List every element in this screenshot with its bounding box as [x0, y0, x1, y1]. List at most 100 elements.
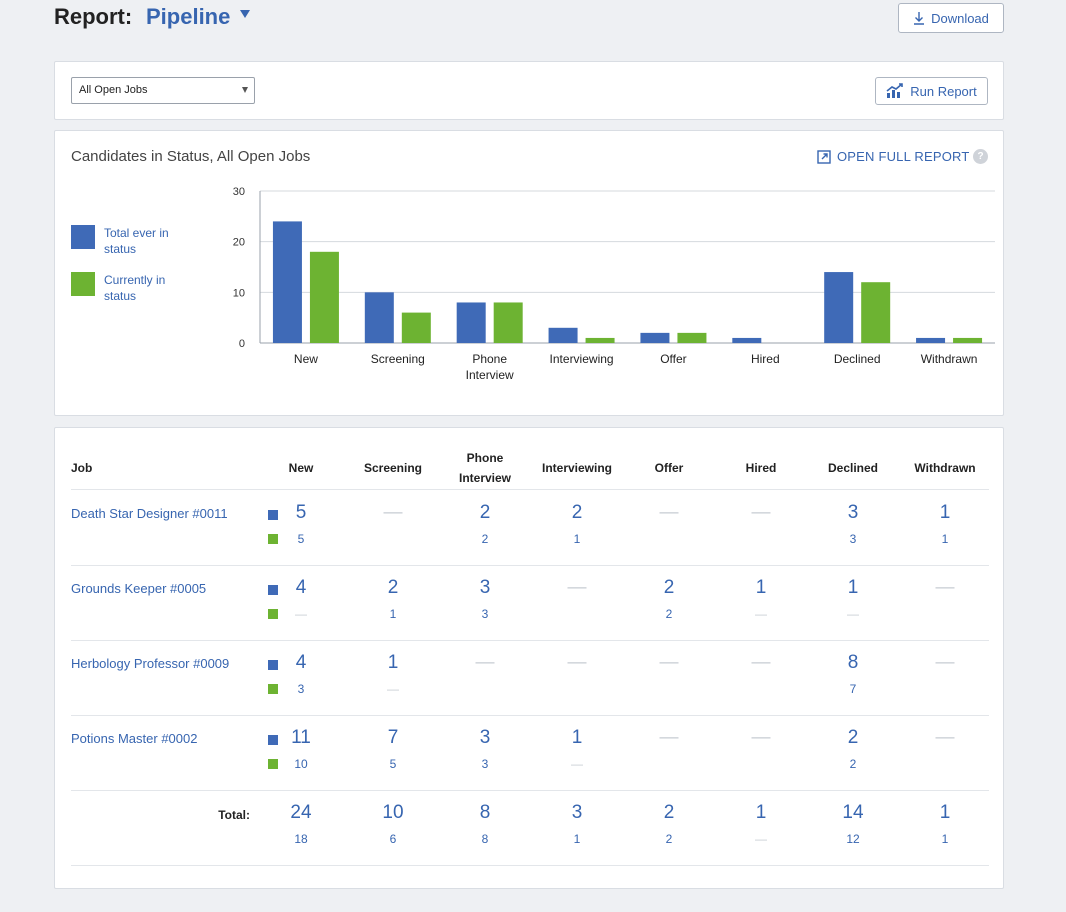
job-filter-select[interactable]: All Open Jobs	[71, 77, 255, 104]
legend-square-current-icon	[268, 609, 278, 619]
legend-square-current-icon	[268, 534, 278, 544]
cell-total-value: —	[751, 727, 771, 748]
cell-current-value: 5	[297, 532, 305, 546]
column-header: New	[288, 461, 314, 475]
legend-swatch-total	[71, 225, 95, 249]
column-header: Declined	[827, 461, 878, 475]
cell-current-value: 6	[389, 832, 397, 846]
column-header: Offer	[654, 461, 684, 475]
y-tick-label: 30	[233, 186, 245, 198]
cell-current-value: 3	[297, 682, 305, 696]
cell-total-value: —	[567, 577, 587, 598]
cell-total-value: 1	[847, 577, 859, 598]
cell-current-value: —	[755, 607, 767, 621]
run-report-button[interactable]: Run Report	[875, 77, 988, 105]
report-name-dropdown[interactable]: Pipeline	[146, 4, 231, 29]
cell-total-value: 4	[295, 577, 307, 598]
cell-current-value: 10	[294, 757, 308, 771]
cell-current-value: 1	[941, 832, 949, 846]
bar-current	[309, 251, 339, 343]
row-divider	[71, 640, 989, 641]
chart-panel: Candidates in Status, All Open Jobs OPEN…	[54, 130, 1004, 416]
column-header: Interviewing	[541, 461, 612, 475]
x-tick-label: Interviewing	[550, 352, 614, 366]
cell-total-value: 3	[847, 502, 859, 523]
cell-total-value: 7	[387, 727, 399, 748]
job-link[interactable]: Death Star Designer #0011	[71, 506, 228, 521]
y-tick-label: 20	[233, 237, 245, 249]
job-link[interactable]: Grounds Keeper #0005	[71, 581, 207, 596]
cell-total-value: 8	[847, 652, 859, 673]
help-icon[interactable]: ?	[973, 149, 988, 164]
cell-total-value: 2	[663, 802, 675, 823]
x-tick-label: Hired	[751, 352, 780, 366]
select-caret-icon	[242, 87, 248, 93]
row-divider	[71, 865, 989, 866]
cell-total-value: —	[935, 727, 955, 748]
pipeline-table: Job New Screening Phone Interview Interviewin…	[54, 427, 1004, 889]
bar-total	[824, 272, 854, 343]
cell-total-value: 2	[479, 502, 491, 523]
external-link-icon	[817, 149, 831, 164]
cell-total-value: —	[659, 502, 679, 523]
column-header: Withdrawn	[914, 461, 976, 475]
legend-square-total-icon	[268, 735, 278, 745]
cell-total-value: 1	[755, 577, 767, 598]
cell-current-value: 5	[389, 757, 397, 771]
cell-total-value: —	[475, 652, 495, 673]
legend-swatch-current	[71, 272, 95, 296]
x-tick-label: Offer	[660, 352, 686, 366]
cell-current-value: 1	[573, 832, 581, 846]
cell-total-value: 2	[387, 577, 399, 598]
legend-square-current-icon	[268, 684, 278, 694]
cell-total-value: —	[751, 652, 771, 673]
cell-current-value: 3	[481, 607, 489, 621]
bar-total	[364, 292, 394, 343]
bar-total	[548, 327, 578, 343]
cell-current-value: 3	[481, 757, 489, 771]
cell-total-value: 5	[295, 502, 307, 523]
x-tick-label: Screening	[371, 352, 425, 366]
y-tick-label: 0	[239, 338, 245, 350]
cell-current-value: 2	[665, 832, 673, 846]
job-link[interactable]: Herbology Professor #0009	[71, 656, 230, 671]
chart-title: Candidates in Status, All Open Jobs	[71, 148, 311, 165]
cell-total-value: —	[567, 652, 587, 673]
x-tick-label: New	[294, 352, 318, 366]
bar-current	[953, 337, 983, 343]
legend-square-total-icon	[268, 660, 278, 670]
cell-current-value: 3	[849, 532, 857, 546]
row-divider	[71, 565, 989, 566]
cell-total-value: —	[935, 577, 955, 598]
cell-total-value: —	[659, 652, 679, 673]
cell-total-value: 4	[295, 652, 307, 673]
cell-total-value: 10	[382, 802, 404, 823]
y-tick-label: 10	[233, 287, 245, 299]
cell-current-value: 18	[294, 832, 308, 846]
bar-total	[272, 221, 302, 343]
caret-down-icon[interactable]	[240, 10, 250, 18]
cell-total-value: 3	[479, 727, 491, 748]
job-link[interactable]: Potions Master #0002	[71, 731, 198, 746]
bar-current	[677, 332, 707, 343]
row-divider	[71, 790, 989, 791]
cell-current-value: 1	[389, 607, 397, 621]
legend-item-total: Total ever in status	[71, 225, 189, 257]
cell-total-value: 1	[939, 502, 951, 523]
bar-total	[456, 302, 486, 343]
x-tick-label: Phone	[472, 352, 507, 366]
download-icon	[914, 12, 925, 25]
column-header-job: Job	[71, 461, 93, 475]
cell-current-value: 2	[849, 757, 857, 771]
download-button[interactable]: Download	[898, 3, 1004, 33]
download-label: Download	[931, 10, 989, 26]
cell-current-value: 12	[846, 832, 860, 846]
legend-label-total: Total ever in status	[104, 226, 169, 256]
cell-current-value: 2	[665, 607, 673, 621]
job-filter-value: All Open Jobs	[79, 84, 148, 96]
run-report-label: Run Report	[910, 83, 977, 99]
open-full-report-link[interactable]: OPEN FULL REPORT	[817, 149, 970, 164]
filter-panel: All Open Jobs Run Report	[54, 61, 1004, 120]
legend-label-current: Currently in status	[104, 273, 166, 303]
cell-total-value: 24	[290, 802, 312, 823]
